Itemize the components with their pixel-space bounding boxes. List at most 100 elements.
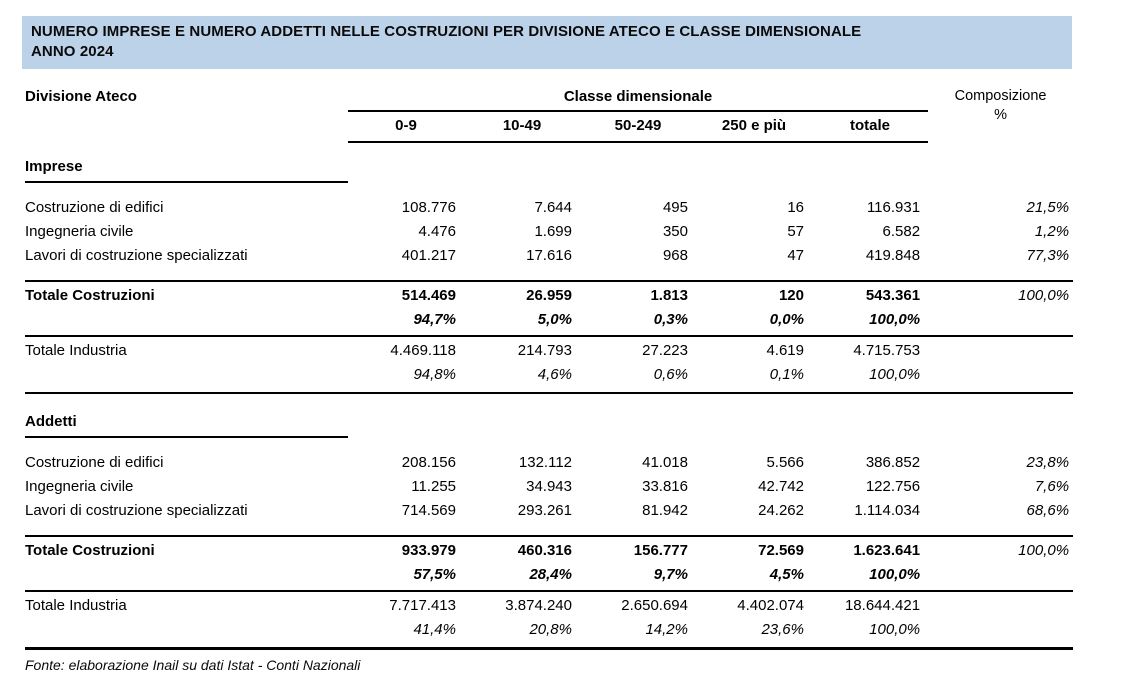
value-cell: 7.644: [534, 199, 572, 216]
share-cell: 100,0%: [869, 566, 921, 583]
row-label: Costruzione di edifici: [25, 454, 164, 471]
share-cell: 23,6%: [696, 618, 812, 650]
row-label: Totale Industria: [25, 335, 348, 363]
value-cell: 120: [696, 280, 812, 308]
value-cell: 460.316: [464, 535, 580, 563]
value-cell: 11.255: [411, 478, 456, 495]
section-title: Imprese: [25, 155, 348, 183]
row-label: Ingegneria civile: [25, 478, 134, 495]
title-line-2: ANNO 2024: [31, 43, 114, 60]
value-cell: 72.569: [696, 535, 812, 563]
share-cell: 5,0%: [537, 311, 572, 328]
composition-cell: 1,2%: [1034, 223, 1070, 240]
share-cell: 100,0%: [869, 311, 921, 328]
value-cell: 1.699: [534, 223, 572, 240]
spacer-row: [25, 437, 1073, 451]
column-header-composizione: Composizione %: [928, 85, 1073, 142]
composition-cell: 23,8%: [1026, 454, 1070, 471]
value-cell: 34.943: [526, 478, 572, 495]
share-cell: 94,7%: [413, 311, 456, 328]
value-cell: 968: [662, 247, 688, 264]
value-cell: 4.715.753: [812, 335, 929, 363]
value-cell: 108.776: [401, 199, 456, 216]
value-cell: 17.616: [526, 247, 572, 264]
value-cell: 27.223: [580, 335, 696, 363]
share-cell: 100,0%: [812, 363, 929, 394]
row-label: Totale Costruzioni: [25, 280, 348, 308]
value-cell: 2.650.694: [580, 590, 696, 618]
value-cell: 47: [787, 247, 804, 264]
value-cell: 3.874.240: [464, 590, 580, 618]
value-cell: 386.852: [865, 454, 921, 471]
value-cell: 16: [787, 199, 804, 216]
value-cell: 214.793: [464, 335, 580, 363]
value-cell: 6.582: [882, 223, 921, 240]
value-cell: 543.361: [812, 280, 929, 308]
value-cell: 1.114.034: [854, 502, 921, 519]
title-line-1: NUMERO IMPRESE E NUMERO ADDETTI NELLE CO…: [31, 23, 862, 40]
value-cell: 293.261: [517, 502, 572, 519]
share-cell: 57,5%: [413, 566, 456, 583]
value-cell: 116.931: [866, 199, 921, 216]
share-cell: 41,4%: [348, 618, 464, 650]
composition-cell: 7,6%: [1034, 478, 1070, 495]
share-cell: 0,0%: [769, 311, 804, 328]
composition-cell: 100,0%: [928, 535, 1074, 563]
total-costruzioni-row: Totale Costruzioni 933.979 460.316 156.7…: [25, 535, 1074, 563]
share-cell: 94,8%: [348, 363, 464, 394]
share-cell: 14,2%: [580, 618, 696, 650]
value-cell: 24.262: [758, 502, 804, 519]
section-title: Addetti: [25, 410, 348, 438]
value-cell: 57: [787, 223, 804, 240]
total-costruzioni-shares-row: 57,5% 28,4% 9,7% 4,5% 100,0%: [25, 563, 1073, 591]
share-cell: 4,5%: [769, 566, 804, 583]
row-label: Costruzione di edifici: [25, 199, 164, 216]
table-row: Ingegneria civile 11.255 34.943 33.816 4…: [25, 475, 1073, 499]
spacer-row: [25, 268, 1073, 281]
value-cell: 4.476: [418, 223, 456, 240]
spacer-row: [25, 142, 1073, 155]
value-cell: 4.469.118: [348, 335, 464, 363]
total-industria-row: Totale Industria 7.717.413 3.874.240 2.6…: [25, 590, 1074, 618]
value-cell: 122.756: [865, 478, 921, 495]
value-cell: 7.717.413: [348, 590, 464, 618]
table-header-row-1: Divisione Ateco Classe dimensionale Comp…: [25, 85, 1073, 123]
composition-cell: 21,5%: [1026, 199, 1070, 216]
row-label: Totale Costruzioni: [25, 535, 348, 563]
value-cell: 1.623.641: [812, 535, 929, 563]
table-row: Lavori di costruzione specializzati 401.…: [25, 244, 1073, 268]
value-cell: 42.742: [758, 478, 804, 495]
value-cell: 208.156: [401, 454, 456, 471]
row-label: Lavori di costruzione specializzati: [25, 247, 248, 264]
share-cell: 0,6%: [580, 363, 696, 394]
value-cell: 33.816: [642, 478, 688, 495]
table-header-row-2: 0-9 10-49 50-249 250 e più totale: [25, 111, 1073, 143]
share-cell: 4,6%: [464, 363, 580, 394]
share-cell: 0,3%: [653, 311, 688, 328]
column-header-50-249: 50-249: [580, 111, 696, 143]
spacer-row: [25, 523, 1073, 536]
table-row: Costruzione di edifici 208.156 132.112 4…: [25, 451, 1073, 475]
composizione-unit-label: %: [994, 107, 1007, 123]
share-cell: 100,0%: [812, 618, 929, 650]
column-group-classe-dimensionale: Classe dimensionale: [348, 85, 929, 112]
share-cell: 0,1%: [696, 363, 812, 394]
column-header-0-9: 0-9: [348, 111, 464, 143]
composition-cell: 100,0%: [928, 280, 1074, 308]
share-cell: 28,4%: [529, 566, 572, 583]
row-label: Totale Industria: [25, 590, 348, 618]
statistics-table: Divisione Ateco Classe dimensionale Comp…: [25, 85, 1074, 650]
value-cell: 933.979: [348, 535, 464, 563]
value-cell: 156.777: [580, 535, 696, 563]
value-cell: 81.942: [642, 502, 688, 519]
column-header-250-e-piu: 250 e più: [696, 111, 812, 143]
value-cell: 350: [662, 223, 688, 240]
table-row: Costruzione di edifici 108.776 7.644 495…: [25, 196, 1073, 220]
value-cell: 26.959: [464, 280, 580, 308]
value-cell: 18.644.421: [812, 590, 929, 618]
section-header-imprese: Imprese: [25, 155, 1073, 183]
source-note: Fonte: elaborazione Inail su dati Istat …: [25, 657, 361, 673]
total-costruzioni-shares-row: 94,7% 5,0% 0,3% 0,0% 100,0%: [25, 308, 1073, 336]
value-cell: 419.848: [865, 247, 921, 264]
